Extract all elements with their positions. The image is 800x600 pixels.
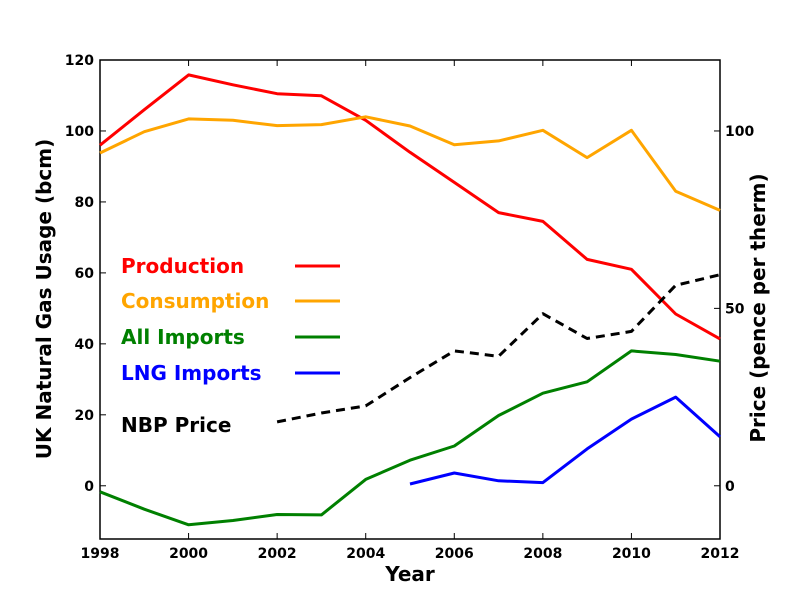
right-axis-ticks: 0 50 100 (714, 124, 754, 495)
y2-tick-label: 0 (725, 479, 735, 495)
series-line-lng-imports (409, 395, 722, 486)
y-axis-label: UK Natural Gas Usage (bcm) (32, 139, 56, 459)
x-axis-label: Year (384, 562, 435, 586)
y2-axis-label: Price (pence per therm) (746, 173, 770, 442)
legend: Production Consumption All Imports LNG Impo… (121, 254, 340, 437)
y-tick-label: 80 (75, 195, 95, 211)
x-tick-label: 2000 (169, 546, 208, 562)
x-axis-ticks: 1998 2000 2002 2004 2006 2008 2010 2012 (81, 60, 740, 562)
y-tick-label: 20 (75, 408, 95, 424)
y-tick-label: 40 (75, 337, 95, 353)
y2-tick-label: 100 (725, 124, 754, 140)
series-line-nbp-price (276, 273, 721, 424)
legend-label-all-imports: All Imports (121, 325, 245, 349)
series-layer (99, 73, 722, 527)
series-line-production (99, 73, 721, 341)
x-tick-label: 2012 (701, 546, 740, 562)
legend-label-production: Production (121, 254, 244, 278)
y-tick-label: 120 (65, 53, 94, 69)
y-tick-label: 100 (65, 124, 94, 140)
series-line-all-imports (99, 349, 721, 527)
x-tick-label: 2002 (258, 546, 297, 562)
x-tick-label: 2004 (346, 546, 385, 562)
y-tick-label: 0 (84, 479, 94, 495)
left-axis-ticks: 0 20 40 60 80 100 120 (65, 53, 106, 495)
plot-frame (99, 59, 721, 540)
legend-label-nbp-price: NBP Price (121, 413, 231, 437)
x-tick-label: 1998 (81, 546, 120, 562)
legend-label-lng-imports: LNG Imports (121, 361, 262, 385)
y-tick-label: 60 (75, 266, 95, 282)
legend-label-consumption: Consumption (121, 289, 269, 313)
x-tick-label: 2010 (612, 546, 651, 562)
x-tick-label: 2008 (523, 546, 562, 562)
x-tick-label: 2006 (435, 546, 474, 562)
y2-tick-label: 50 (725, 301, 745, 317)
series-line-consumption (99, 115, 721, 212)
